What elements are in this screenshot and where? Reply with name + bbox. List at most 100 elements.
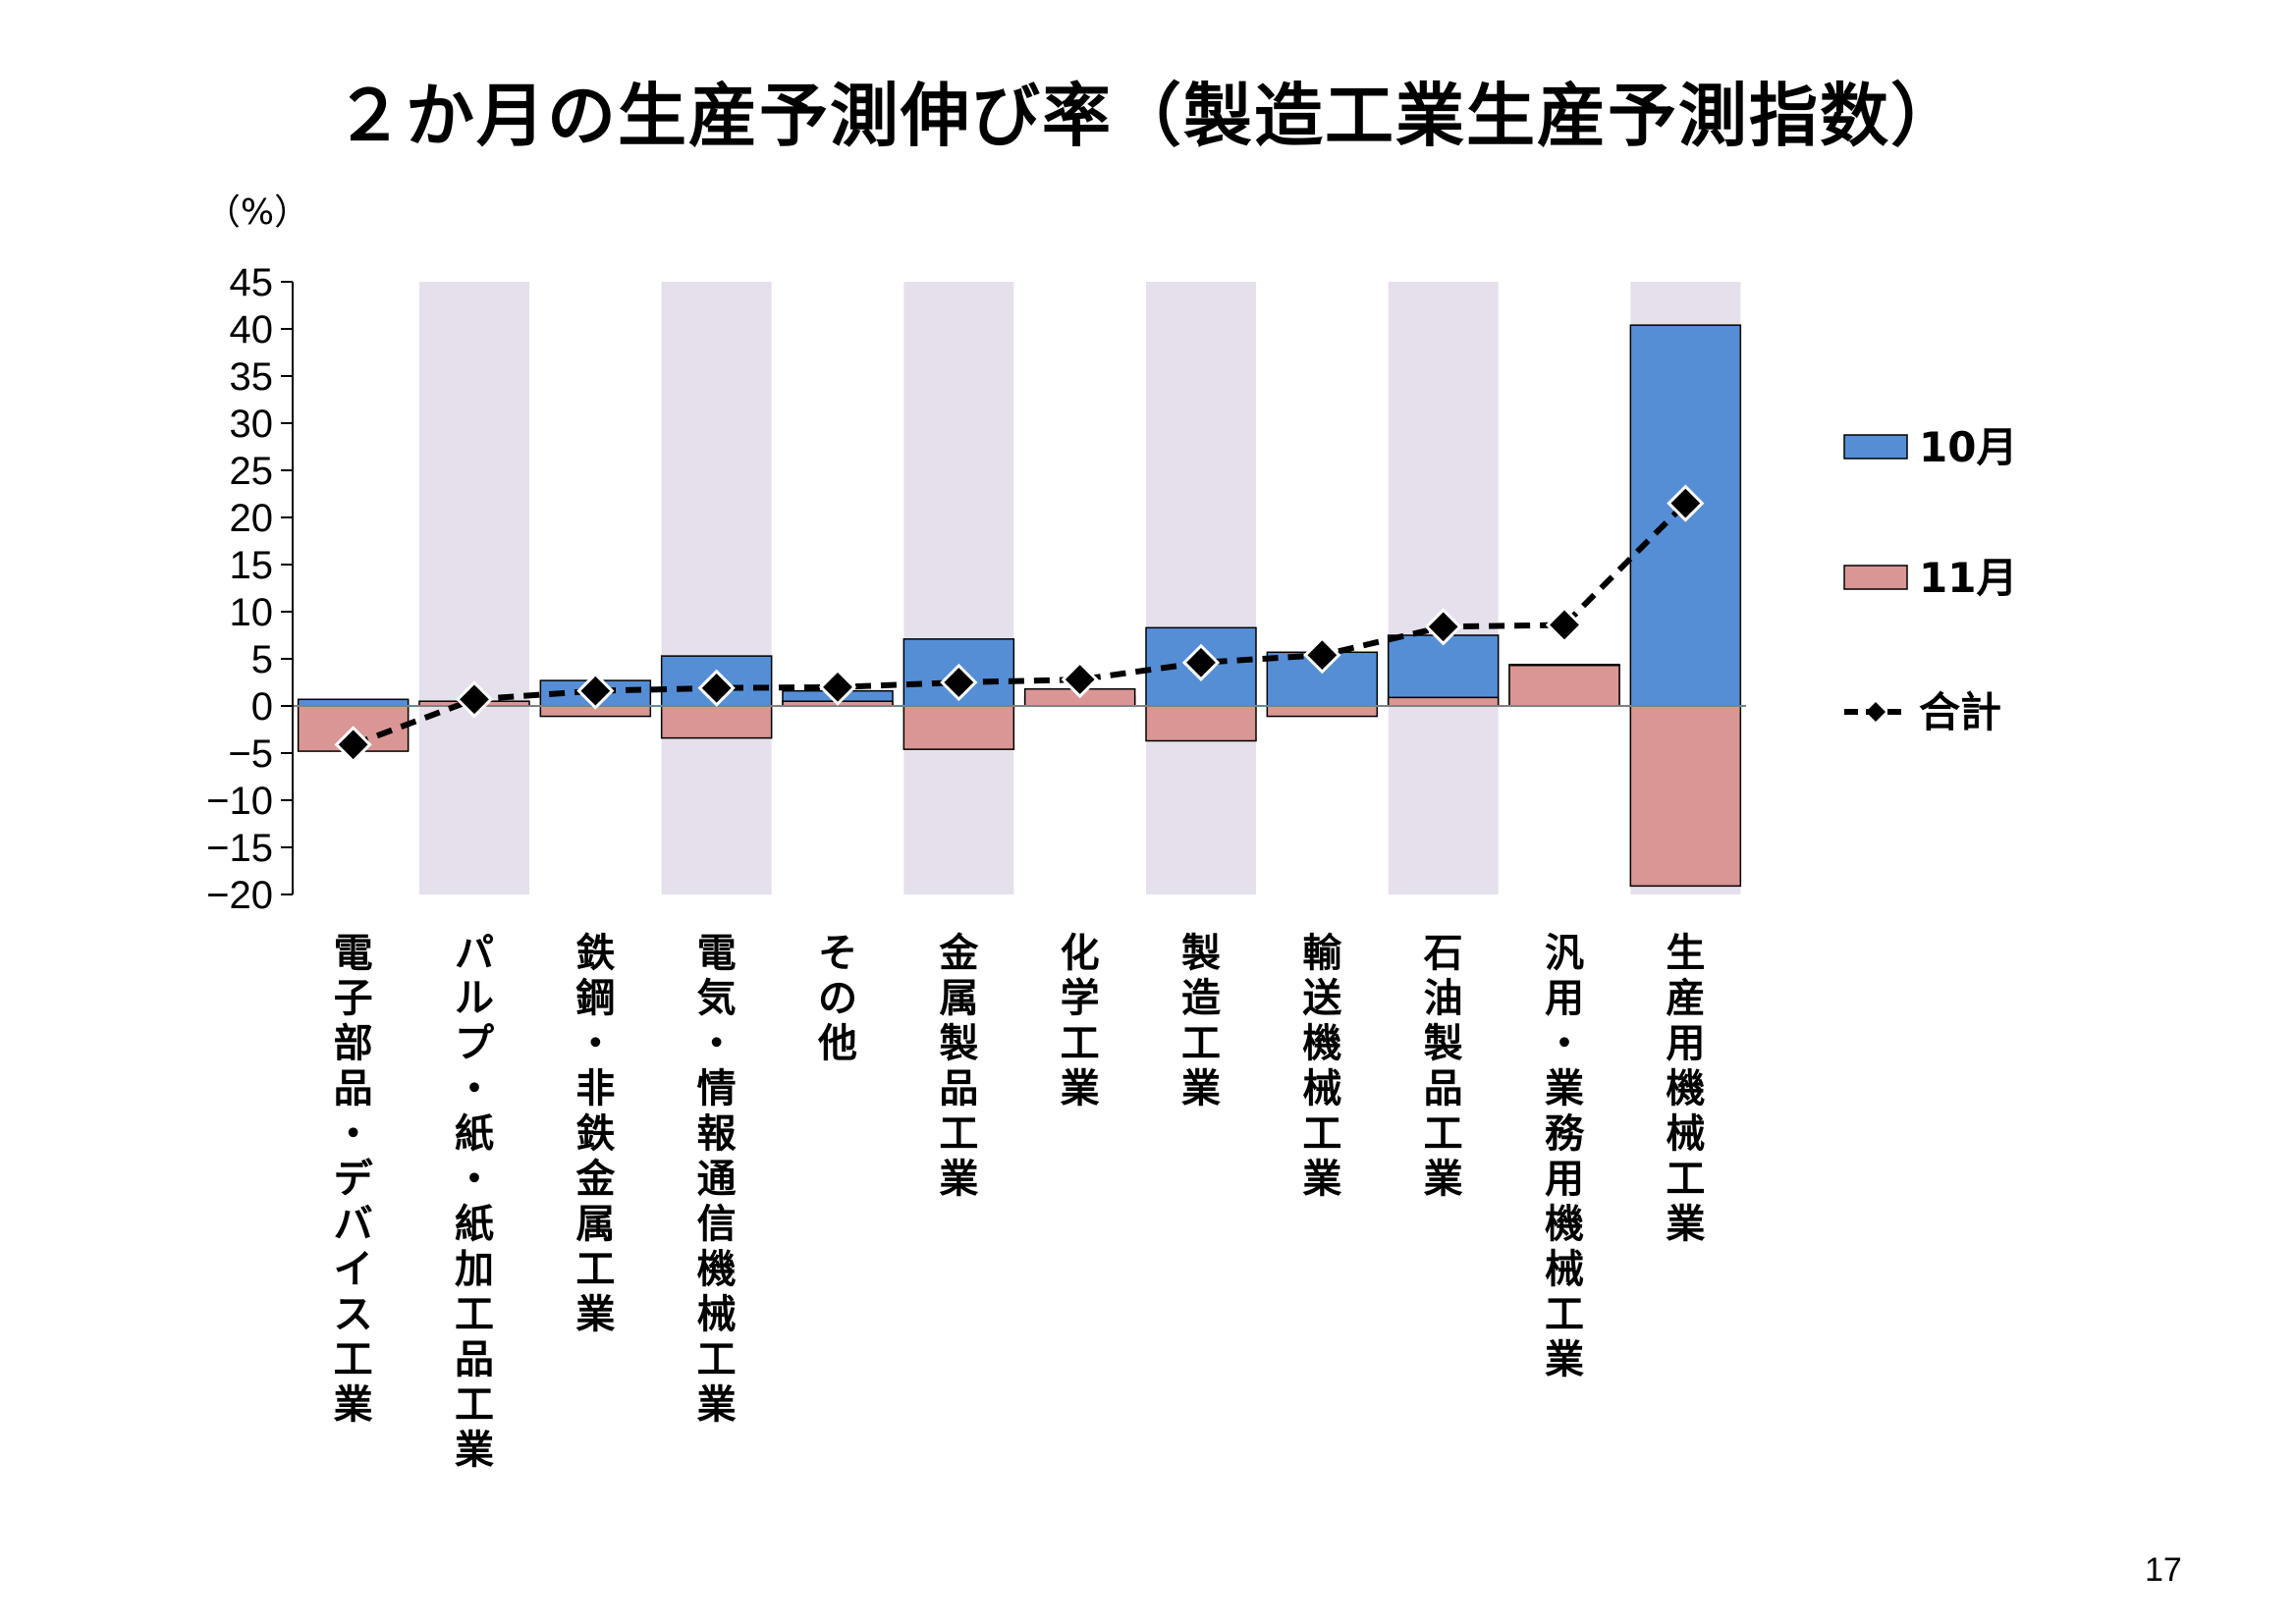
category-char: 電 (697, 931, 737, 976)
category-char: ス (334, 1292, 373, 1337)
y-tick-label: −5 (228, 732, 273, 776)
category-char: ル (455, 976, 494, 1021)
category-char: 工 (697, 1337, 737, 1382)
category-char: 業 (1302, 1157, 1341, 1202)
total-marker (455, 680, 494, 719)
y-tick-label: 20 (230, 497, 274, 540)
category-char: ・ (697, 1021, 737, 1066)
category-char: 製 (1181, 931, 1221, 976)
category-char: 工 (1545, 1292, 1584, 1337)
category-char: 非 (575, 1066, 615, 1111)
category-char: 輸 (1302, 931, 1342, 976)
category-char: 業 (334, 1382, 373, 1428)
category-char: 品 (455, 1337, 494, 1382)
chart-title: ２か月の生産予測伸び率（製造工業生産予測指数） (335, 76, 1961, 156)
category-char: 送 (1302, 976, 1341, 1021)
category-char: 電 (334, 931, 373, 976)
category-char: 石 (1424, 931, 1463, 976)
category-char: 製 (1424, 1021, 1463, 1066)
category-char: 部 (334, 1021, 373, 1066)
category-char: 械 (1545, 1247, 1584, 1292)
category-char: 業 (1545, 1337, 1584, 1382)
category-char: 工 (1666, 1157, 1705, 1202)
category-char: 属 (939, 976, 978, 1021)
category-char: 製 (939, 1021, 978, 1066)
y-tick-label: 15 (230, 544, 274, 587)
category-char: 業 (1666, 1202, 1705, 1247)
category-labels: 電子部品・デバイス工業パルプ・紙・紙加工品工業鉄鋼・非鉄金属工業電気・情報通信機… (334, 931, 1706, 1473)
category-char: ・ (455, 1066, 494, 1111)
category-char: 工 (455, 1382, 494, 1428)
category-char: 業 (1545, 1066, 1584, 1111)
category-char: 化 (1061, 931, 1100, 976)
category-label: 製造工業 (1181, 931, 1221, 1111)
category-char: 用 (1545, 1157, 1584, 1202)
category-char: ・ (575, 1021, 615, 1066)
total-line (352, 501, 1688, 748)
category-char: 気 (697, 976, 737, 1021)
category-char: ・ (1545, 1021, 1584, 1066)
legend-label: 10月 (1919, 423, 2017, 471)
category-char: 械 (1302, 1066, 1341, 1111)
page-number: 17 (2145, 1551, 2182, 1589)
category-char: 学 (1061, 976, 1100, 1021)
category-char: 械 (697, 1292, 737, 1337)
bar-oct (1387, 634, 1500, 707)
bar-nov (902, 705, 1015, 750)
category-char: ・ (455, 1157, 494, 1202)
legend-label: 合計 (1919, 688, 2001, 736)
total-marker (1303, 636, 1341, 675)
y-tick-label: −20 (206, 874, 273, 917)
category-char: 通 (697, 1157, 737, 1202)
y-tick-label: 35 (230, 355, 274, 399)
category-char: イ (334, 1247, 373, 1292)
bar-nov (1508, 664, 1620, 707)
category-char: ・ (334, 1111, 373, 1157)
total-marker (1667, 484, 1705, 522)
category-char: そ (818, 931, 857, 976)
bar-nov (1266, 705, 1379, 718)
y-tick-label: 25 (230, 450, 274, 493)
total-marker (1424, 608, 1462, 646)
category-char: 紙 (455, 1202, 494, 1247)
y-tick-label: −15 (206, 827, 273, 870)
category-char: 業 (1424, 1157, 1463, 1202)
category-char: 業 (1061, 1066, 1100, 1111)
legend-swatch-nov (1843, 565, 1908, 590)
y-unit-label: （%） (205, 192, 309, 233)
category-char: 業 (1181, 1066, 1221, 1111)
band (903, 282, 1014, 894)
bar-nov (1145, 705, 1257, 742)
category-char: 機 (1666, 1066, 1705, 1111)
category-char: 用 (1545, 976, 1584, 1021)
total-marker (334, 726, 372, 764)
category-char: 品 (334, 1066, 373, 1111)
shaded-bands (419, 282, 1741, 894)
bar-nov (1629, 705, 1742, 888)
category-char: 鉄 (575, 1111, 615, 1157)
category-char: 品 (939, 1066, 978, 1111)
category-char: プ (455, 1021, 494, 1066)
category-char: 生 (1666, 931, 1705, 976)
legend-swatch-oct (1843, 434, 1908, 460)
category-char: パ (455, 931, 494, 976)
category-char: 産 (1666, 976, 1705, 1021)
bar-nov (660, 705, 773, 739)
category-char: 用 (1666, 1021, 1705, 1066)
band (1146, 282, 1256, 894)
y-tick-label: 30 (230, 403, 274, 446)
category-char: 工 (575, 1247, 615, 1292)
category-char: 工 (939, 1111, 978, 1157)
total-marker (1181, 643, 1221, 681)
y-tick-label: 0 (251, 685, 273, 729)
